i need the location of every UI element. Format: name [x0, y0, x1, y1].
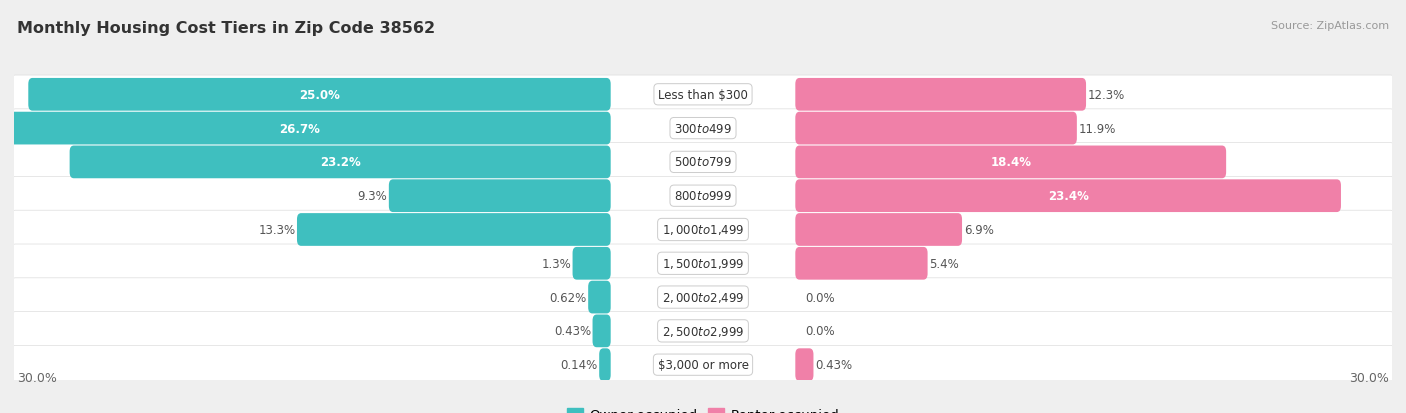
Text: 26.7%: 26.7% [280, 122, 321, 135]
Text: 1.3%: 1.3% [541, 257, 571, 270]
Text: 0.14%: 0.14% [561, 358, 598, 371]
Text: $800 to $999: $800 to $999 [673, 190, 733, 203]
FancyBboxPatch shape [28, 79, 610, 112]
FancyBboxPatch shape [13, 109, 1393, 148]
Text: $2,500 to $2,999: $2,500 to $2,999 [662, 324, 744, 338]
FancyBboxPatch shape [13, 312, 1393, 350]
FancyBboxPatch shape [592, 315, 610, 347]
FancyBboxPatch shape [297, 214, 610, 246]
FancyBboxPatch shape [13, 278, 1393, 317]
Text: $500 to $799: $500 to $799 [673, 156, 733, 169]
Text: 0.62%: 0.62% [550, 291, 586, 304]
Text: 12.3%: 12.3% [1088, 89, 1125, 102]
Text: $3,000 or more: $3,000 or more [658, 358, 748, 371]
Text: Less than $300: Less than $300 [658, 89, 748, 102]
Text: $300 to $499: $300 to $499 [673, 122, 733, 135]
Text: Monthly Housing Cost Tiers in Zip Code 38562: Monthly Housing Cost Tiers in Zip Code 3… [17, 21, 434, 36]
Text: $2,000 to $2,499: $2,000 to $2,499 [662, 290, 744, 304]
Text: 23.2%: 23.2% [319, 156, 360, 169]
Text: 0.0%: 0.0% [806, 291, 835, 304]
FancyBboxPatch shape [796, 349, 814, 381]
FancyBboxPatch shape [13, 76, 1393, 114]
FancyBboxPatch shape [0, 112, 610, 145]
FancyBboxPatch shape [13, 211, 1393, 249]
Text: 23.4%: 23.4% [1047, 190, 1088, 203]
Text: Source: ZipAtlas.com: Source: ZipAtlas.com [1271, 21, 1389, 31]
Text: 6.9%: 6.9% [963, 223, 994, 236]
FancyBboxPatch shape [796, 247, 928, 280]
Text: 11.9%: 11.9% [1078, 122, 1116, 135]
FancyBboxPatch shape [588, 281, 610, 314]
FancyBboxPatch shape [13, 177, 1393, 216]
FancyBboxPatch shape [13, 143, 1393, 182]
Text: 30.0%: 30.0% [1348, 371, 1389, 384]
FancyBboxPatch shape [389, 180, 610, 213]
FancyBboxPatch shape [13, 346, 1393, 384]
Text: 0.0%: 0.0% [806, 325, 835, 337]
FancyBboxPatch shape [796, 112, 1077, 145]
Text: 30.0%: 30.0% [17, 371, 58, 384]
Text: 5.4%: 5.4% [929, 257, 959, 270]
Text: 25.0%: 25.0% [299, 89, 340, 102]
FancyBboxPatch shape [70, 146, 610, 179]
Text: $1,500 to $1,999: $1,500 to $1,999 [662, 256, 744, 271]
Legend: Owner-occupied, Renter-occupied: Owner-occupied, Renter-occupied [561, 402, 845, 413]
Text: $1,000 to $1,499: $1,000 to $1,499 [662, 223, 744, 237]
FancyBboxPatch shape [796, 180, 1341, 213]
FancyBboxPatch shape [796, 146, 1226, 179]
FancyBboxPatch shape [599, 349, 610, 381]
Text: 0.43%: 0.43% [554, 325, 591, 337]
Text: 18.4%: 18.4% [990, 156, 1031, 169]
FancyBboxPatch shape [572, 247, 610, 280]
Text: 0.43%: 0.43% [815, 358, 852, 371]
Text: 9.3%: 9.3% [357, 190, 387, 203]
FancyBboxPatch shape [796, 79, 1085, 112]
Text: 13.3%: 13.3% [259, 223, 295, 236]
FancyBboxPatch shape [13, 244, 1393, 283]
FancyBboxPatch shape [796, 214, 962, 246]
